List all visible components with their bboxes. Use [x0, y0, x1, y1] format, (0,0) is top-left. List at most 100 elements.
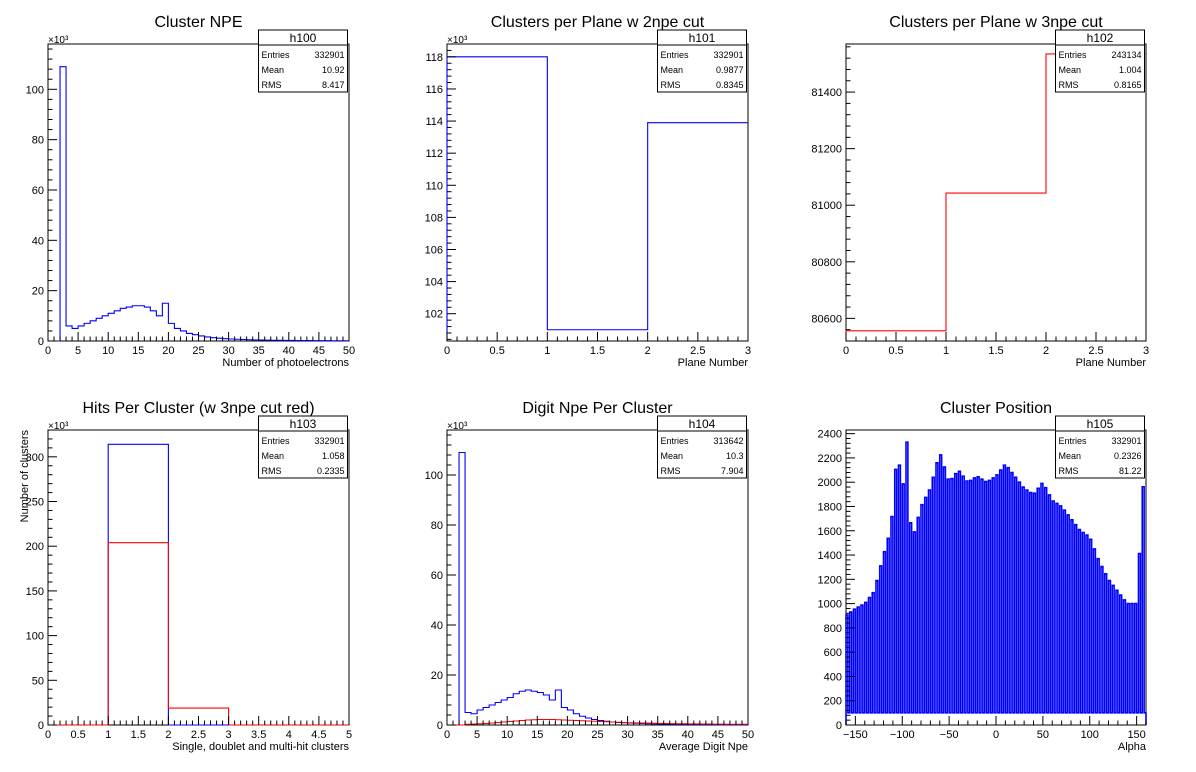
x-tick-label: 45 [313, 345, 325, 357]
x-tick-label: 0 [993, 729, 999, 741]
histogram-series-0 [845, 441, 1147, 725]
stats-row-value: 81.22 [1119, 466, 1142, 476]
stats-row-label: Entries [1059, 50, 1088, 60]
x-tick-label: 35 [253, 345, 265, 357]
x-tick-label: −100 [890, 729, 915, 741]
x-tick-label: 35 [652, 729, 664, 741]
histogram-panel-h102: Clusters per Plane w 3npe cut 0 0.5 1 1.5 2 2.… [811, 14, 1149, 369]
stats-row-label: RMS [661, 466, 681, 476]
stats-row-label: RMS [1059, 80, 1079, 90]
x-tick-label: 150 [1127, 729, 1145, 741]
x-tick-label: 10 [102, 345, 114, 357]
y-exponent-label: ×10³ [48, 421, 69, 432]
y-tick-label: 100 [26, 631, 44, 643]
histogram-series-0 [845, 53, 1146, 341]
y-tick-label: 2200 [818, 453, 842, 465]
x-tick-label: 3 [1143, 345, 1149, 357]
x-tick-label: 50 [1037, 729, 1049, 741]
stats-row-value: 0.8165 [1114, 80, 1142, 90]
y-tick-label: 250 [26, 497, 44, 509]
stats-box-name: h102 [1087, 31, 1114, 45]
x-tick-label: 0.5 [888, 345, 903, 357]
x-tick-label: 10 [501, 729, 513, 741]
y-tick-label: 81000 [811, 200, 842, 212]
y-tick-label: 108 [425, 212, 443, 224]
chart-title: Hits Per Cluster (w 3npe cut red) [82, 400, 314, 417]
x-tick-label: 5 [346, 729, 352, 741]
x-tick-label: 2.5 [1088, 345, 1103, 357]
stats-box: h103 Entries 332901 Mean 1.058 RMS 0.2335 [258, 415, 348, 479]
x-axis-title: Plane Number [678, 357, 749, 369]
x-tick-label: 15 [531, 729, 543, 741]
y-tick-label: 100 [425, 470, 443, 482]
stats-row-label: Mean [1059, 451, 1082, 461]
stats-row-label: Mean [661, 451, 684, 461]
x-tick-label: 1.5 [131, 729, 146, 741]
stats-row-label: RMS [1059, 466, 1079, 476]
stats-row-value: 8.417 [322, 80, 345, 90]
stats-box-frame [258, 29, 348, 93]
y-tick-label: 60 [431, 570, 443, 582]
x-tick-label: 25 [591, 729, 603, 741]
y-tick-label: 50 [32, 675, 44, 687]
x-tick-label: 3 [745, 345, 751, 357]
stats-box: h105 Entries 332901 Mean 0.2326 RMS 81.22 [1055, 415, 1145, 479]
stats-row-value: 7.904 [721, 466, 744, 476]
stats-row-value: 0.9877 [716, 65, 744, 75]
y-tick-label: 114 [425, 116, 443, 128]
x-tick-label: 20 [561, 729, 573, 741]
y-tick-label: 40 [32, 235, 44, 247]
y-tick-label: 0 [836, 720, 842, 732]
y-tick-label: 1200 [818, 574, 842, 586]
y-tick-label: 81400 [811, 87, 842, 99]
y-tick-label: 100 [26, 84, 44, 96]
stats-row-value: 0.2326 [1114, 451, 1142, 461]
stats-row-label: Entries [661, 436, 690, 446]
y-tick-label: 200 [26, 541, 44, 553]
histogram-panel-h101: Clusters per Plane w 2npe cut 0 0.5 1 1.5 2 2.… [425, 14, 751, 369]
y-tick-label: 104 [425, 277, 443, 289]
x-tick-label: 5 [75, 345, 81, 357]
y-tick-label: 150 [26, 586, 44, 598]
chart-title: Cluster NPE [154, 14, 242, 31]
y-tick-label: 0 [38, 720, 44, 732]
stats-box: h101 Entries 332901 Mean 0.9877 RMS 0.8345 [657, 29, 747, 93]
y-tick-label: 112 [425, 148, 443, 160]
x-tick-label: −150 [843, 729, 868, 741]
x-tick-label: 1.5 [988, 345, 1003, 357]
stats-row-value: 332901 [713, 50, 743, 60]
stats-row-label: Entries [1059, 436, 1088, 446]
x-tick-label: 2 [1043, 345, 1049, 357]
x-tick-label: 0 [45, 729, 51, 741]
y-tick-label: 1800 [818, 501, 842, 513]
y-tick-label: 81200 [811, 144, 842, 156]
y-tick-label: 60 [32, 185, 44, 197]
stats-row-label: RMS [661, 80, 681, 90]
stats-box-frame [1055, 29, 1145, 93]
y-tick-label: 1600 [818, 526, 842, 538]
y-tick-label: 110 [425, 180, 443, 192]
histogram-series-1 [48, 542, 349, 726]
stats-row-value: 10.3 [726, 451, 744, 461]
stats-row-value: 332901 [314, 50, 344, 60]
y-tick-label: 20 [431, 670, 443, 682]
y-exponent-label: ×10³ [48, 35, 69, 46]
x-tick-label: 45 [712, 729, 724, 741]
stats-box-frame [657, 29, 747, 93]
stats-row-value: 313642 [713, 436, 743, 446]
stats-row-value: 1.058 [322, 451, 345, 461]
y-tick-label: 118 [425, 52, 443, 64]
y-tick-label: 80600 [811, 313, 842, 325]
stats-box: h100 Entries 332901 Mean 10.92 RMS 8.417 [258, 29, 348, 93]
x-tick-label: 1 [943, 345, 949, 357]
y-tick-label: 116 [425, 84, 443, 96]
y-tick-label: 800 [824, 623, 842, 635]
chart-title: Cluster Position [940, 400, 1052, 417]
y-tick-label: 2000 [818, 477, 842, 489]
y-axis-title: Number of clusters [19, 430, 31, 523]
x-tick-label: 1 [105, 729, 111, 741]
stats-box-name: h105 [1087, 417, 1114, 431]
x-tick-label: 1 [544, 345, 550, 357]
x-tick-label: 3 [226, 729, 232, 741]
